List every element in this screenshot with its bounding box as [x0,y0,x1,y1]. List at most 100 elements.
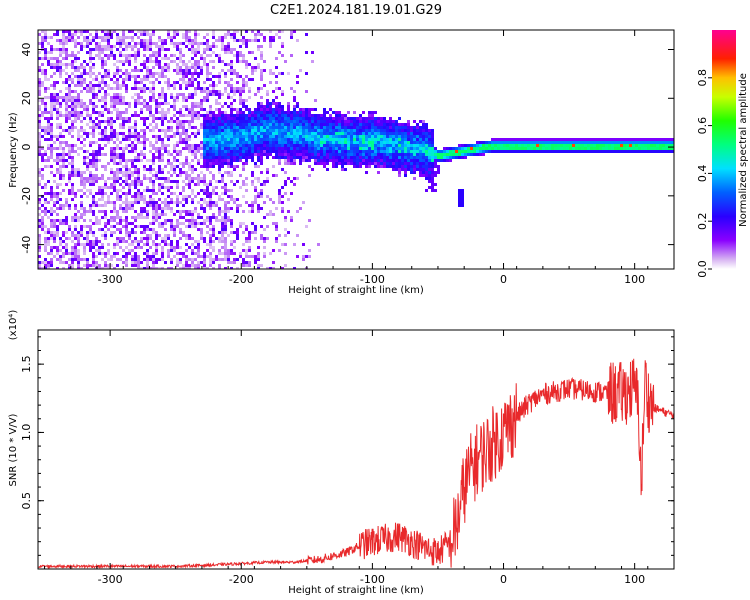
heatmap-cell [425,138,428,141]
heatmap-cell [83,162,86,165]
heatmap-cell [317,156,320,159]
heatmap-cell [161,93,164,96]
heatmap-cell [365,144,368,147]
heatmap-cell [245,66,248,69]
heatmap-cell [257,90,260,93]
heatmap-cell [365,120,368,123]
heatmap-cell [161,255,164,258]
heatmap-cell [353,144,356,147]
heatmap-cell [263,240,266,243]
heatmap-cell [47,261,50,264]
heatmap-cell [59,132,62,135]
heatmap-cell [161,111,164,114]
heatmap-cell [113,75,116,78]
heatmap-cell [602,138,605,141]
heatmap-cell [56,66,59,69]
heatmap-cell [242,156,245,159]
heatmap-cell [74,99,77,102]
heatmap-cell [104,30,107,33]
heatmap-cell [152,33,155,36]
heatmap-cell [233,99,236,102]
heatmap-cell [86,225,89,228]
heatmap-cell [491,147,494,150]
heatmap-cell [71,51,74,54]
heatmap-cell [662,147,665,150]
heatmap-cell [212,156,215,159]
heatmap-cell [218,78,221,81]
heatmap-cell [377,150,380,153]
heatmap-cell [110,78,113,81]
heatmap-cell [224,132,227,135]
heatmap-cell [86,243,89,246]
heatmap-cell [98,249,101,252]
heatmap-cell [392,168,395,171]
heatmap-cell [212,132,215,135]
heatmap-cell [302,159,305,162]
heatmap-cell [101,96,104,99]
heatmap-cell [401,165,404,168]
heatmap-cell [407,141,410,144]
heatmap-cell [263,147,266,150]
heatmap-cell [41,156,44,159]
heatmap-cell [341,156,344,159]
heatmap-cell [137,255,140,258]
heatmap-cell [566,138,569,141]
heatmap-cell [137,48,140,51]
heatmap-cell [380,162,383,165]
heatmap-cell [230,129,233,132]
heatmap-cell [161,186,164,189]
heatmap-cell [74,108,77,111]
heatmap-cell [377,129,380,132]
heatmap-cell [74,33,77,36]
heatmap-cell [224,171,227,174]
heatmap-cell [98,36,101,39]
heatmap-cell [383,150,386,153]
heatmap-cell [101,99,104,102]
heatmap-cell [134,231,137,234]
heatmap-cell [104,180,107,183]
heatmap-cell [272,165,275,168]
heatmap-cell [98,189,101,192]
heatmap-cell [59,105,62,108]
heatmap-cell [221,39,224,42]
heatmap-cell [281,132,284,135]
heatmap-cell [524,138,527,141]
heatmap-cell [197,33,200,36]
heatmap-cell [110,258,113,261]
heatmap-cell [47,78,50,81]
heatmap-cell [143,84,146,87]
heatmap-cell [44,267,47,269]
heatmap-cell [140,135,143,138]
heatmap-cell [50,132,53,135]
heatmap-cell [191,177,194,180]
heatmap-cell [38,114,41,117]
heatmap-cell [128,231,131,234]
heatmap-cell [479,141,482,144]
heatmap-cell [188,267,191,269]
heatmap-cell [554,141,557,144]
heatmap-cell [146,234,149,237]
heatmap-cell [92,210,95,213]
heatmap-cell [290,162,293,165]
heatmap-cell [572,141,575,144]
heatmap-cell [233,231,236,234]
heatmap-cell [353,111,356,114]
heatmap-cell [137,141,140,144]
heatmap-cell [167,87,170,90]
heatmap-cell [182,60,185,63]
heatmap-cell [233,90,236,93]
heatmap-cell [248,114,251,117]
heatmap-cell [428,144,431,147]
heatmap-cell [332,162,335,165]
heatmap-cell [155,204,158,207]
heatmap-cell [188,144,191,147]
heatmap-cell [50,261,53,264]
heatmap-cell [218,240,221,243]
heatmap-cell [101,87,104,90]
heatmap-cell [548,138,551,141]
heatmap-cell [68,171,71,174]
heatmap-cell [131,147,134,150]
heatmap-cell [56,60,59,63]
heatmap-cell [104,108,107,111]
heatmap-cell [161,171,164,174]
